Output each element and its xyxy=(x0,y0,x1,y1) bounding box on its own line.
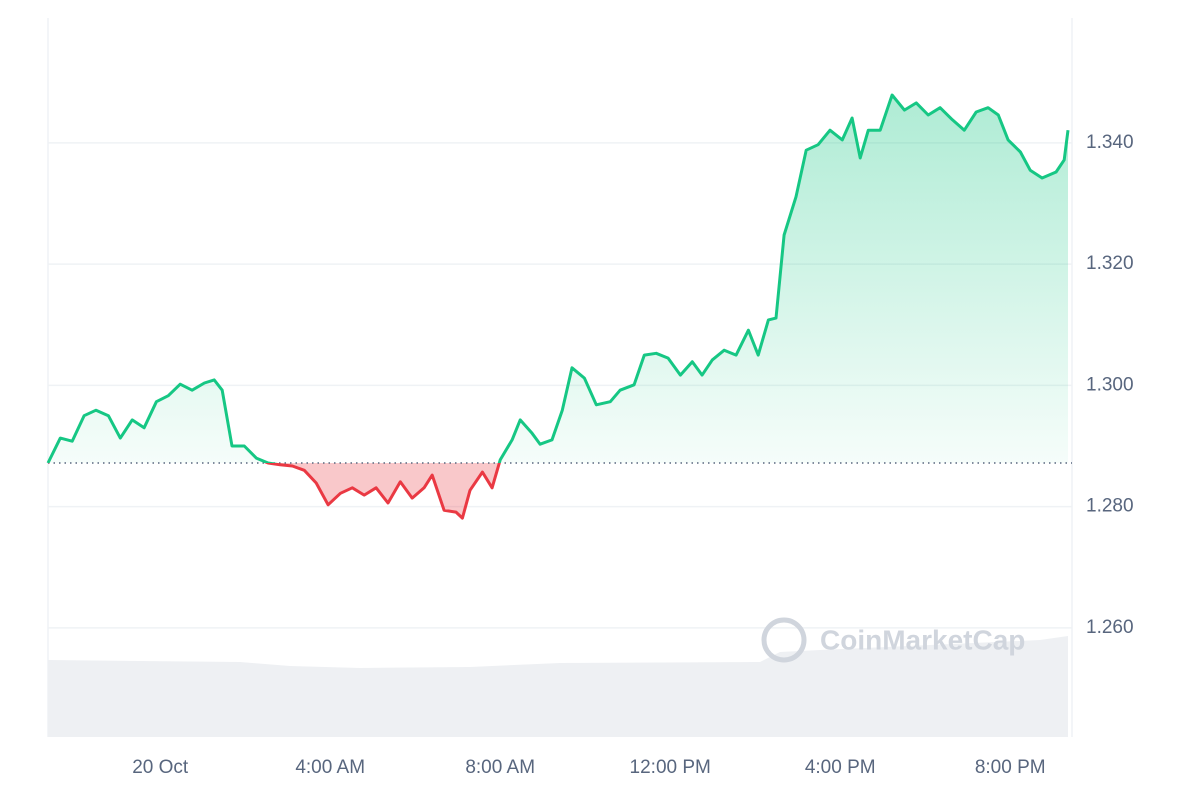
x-tick-label: 20 Oct xyxy=(132,757,189,778)
watermark-logo xyxy=(761,617,807,663)
x-tick-label: 4:00 PM xyxy=(805,757,876,778)
y-tick-label: 1.320 xyxy=(1086,253,1134,274)
watermark: CoinMarketCap xyxy=(761,617,1025,663)
x-tick-label: 12:00 PM xyxy=(630,757,711,778)
y-tick-label: 1.260 xyxy=(1086,617,1134,638)
x-tick-label: 8:00 PM xyxy=(975,757,1046,778)
x-tick-label: 4:00 AM xyxy=(295,757,365,778)
y-tick-label: 1.280 xyxy=(1086,496,1134,517)
y-tick-label: 1.340 xyxy=(1086,132,1134,153)
watermark-text: CoinMarketCap xyxy=(820,624,1025,655)
price-area xyxy=(48,95,1068,519)
volume-area xyxy=(48,636,1068,737)
y-tick-label: 1.300 xyxy=(1086,374,1134,395)
x-tick-label: 8:00 AM xyxy=(465,757,535,778)
price-line xyxy=(46,93,1070,520)
